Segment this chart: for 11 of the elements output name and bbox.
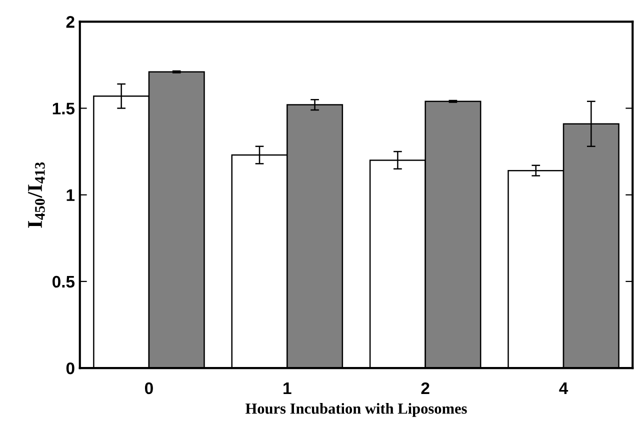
x-tick-label: 1 xyxy=(284,382,292,394)
x-tick-label: 0 xyxy=(144,382,153,394)
y-tick-label: 2 xyxy=(66,16,74,28)
x-axis-title: Hours Incubation with Liposomes xyxy=(246,403,467,417)
y-tick-label: 1.5 xyxy=(52,102,75,114)
y-tick-label: 0.5 xyxy=(52,276,75,288)
x-tick-label: 4 xyxy=(559,382,568,394)
y-tick-label: 1 xyxy=(66,189,75,201)
y-tick-label: 0 xyxy=(66,362,74,374)
y-axis-title: I$_{450}$/I$_{413}$ xyxy=(28,162,45,228)
x-tick-label: 2 xyxy=(421,382,430,394)
